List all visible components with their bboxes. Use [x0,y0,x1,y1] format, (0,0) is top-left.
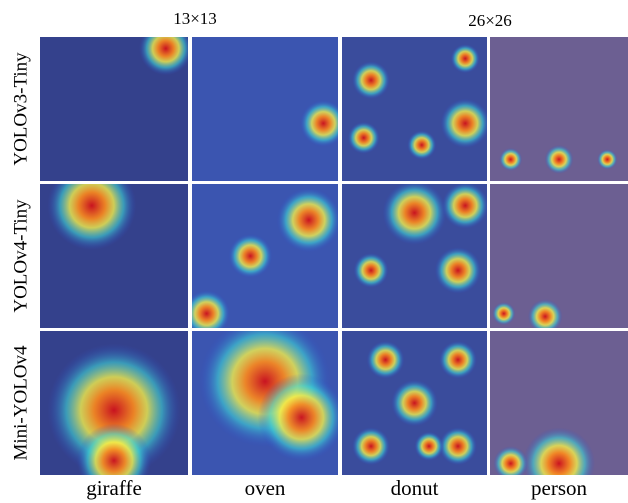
heat-blob [435,247,481,293]
heatmap-image [40,161,188,328]
row-label: Mini-YOLOv4 [10,345,31,461]
heat-blob [348,122,380,154]
heat-blob [415,432,444,461]
heatmap-image [342,37,490,181]
heatmap-image [192,316,345,475]
heat-blob [139,22,192,75]
heat-blob [391,380,437,426]
heat-blob [383,181,447,245]
heat-blob [492,302,515,325]
column-label: donut [391,476,439,500]
heatmap-image [40,22,192,181]
scale-label: 26×26 [468,11,512,30]
heat-blob [442,182,488,228]
heat-blob [545,145,574,174]
heat-blob [300,100,347,147]
scale-label: 13×13 [173,9,217,28]
row-label: YOLOv4-Tiny [10,199,31,313]
heatmap-image [183,184,341,337]
heat-blob [183,290,230,337]
heat-blob [352,427,390,465]
heatmap-grid [40,22,628,500]
heat-blob [367,341,405,379]
column-label: person [531,476,587,500]
heat-blob [451,44,480,73]
heatmap-image [490,37,628,181]
column-label: giraffe [86,476,142,500]
heat-blob [597,149,617,169]
heatmap-image [490,184,628,334]
heat-blob [441,99,490,148]
heatmap-image [192,37,347,181]
column-label: oven [245,476,286,500]
heat-blob [528,299,563,334]
heatmap-image [490,331,628,499]
heat-blob [439,427,477,465]
heat-blob [229,234,273,278]
figure: 13×13 26×26 YOLOv3-Tiny YOLOv4-Tiny Mini-Y… [0,0,628,503]
heatmap-image [40,331,188,498]
heat-blob [277,188,341,252]
heat-blob [352,61,390,99]
heat-blob [439,341,477,379]
heat-blob [258,374,346,462]
heatmap-image [342,331,487,475]
heat-blob [354,253,389,288]
row-label: YOLOv3-Tiny [10,52,31,166]
heat-blob [499,148,522,171]
page: 13×13 26×26 YOLOv3-Tiny YOLOv4-Tiny Mini-Y… [0,0,628,503]
heat-blob [407,131,436,160]
heat-blob [493,446,528,481]
heatmap-image [342,181,488,328]
